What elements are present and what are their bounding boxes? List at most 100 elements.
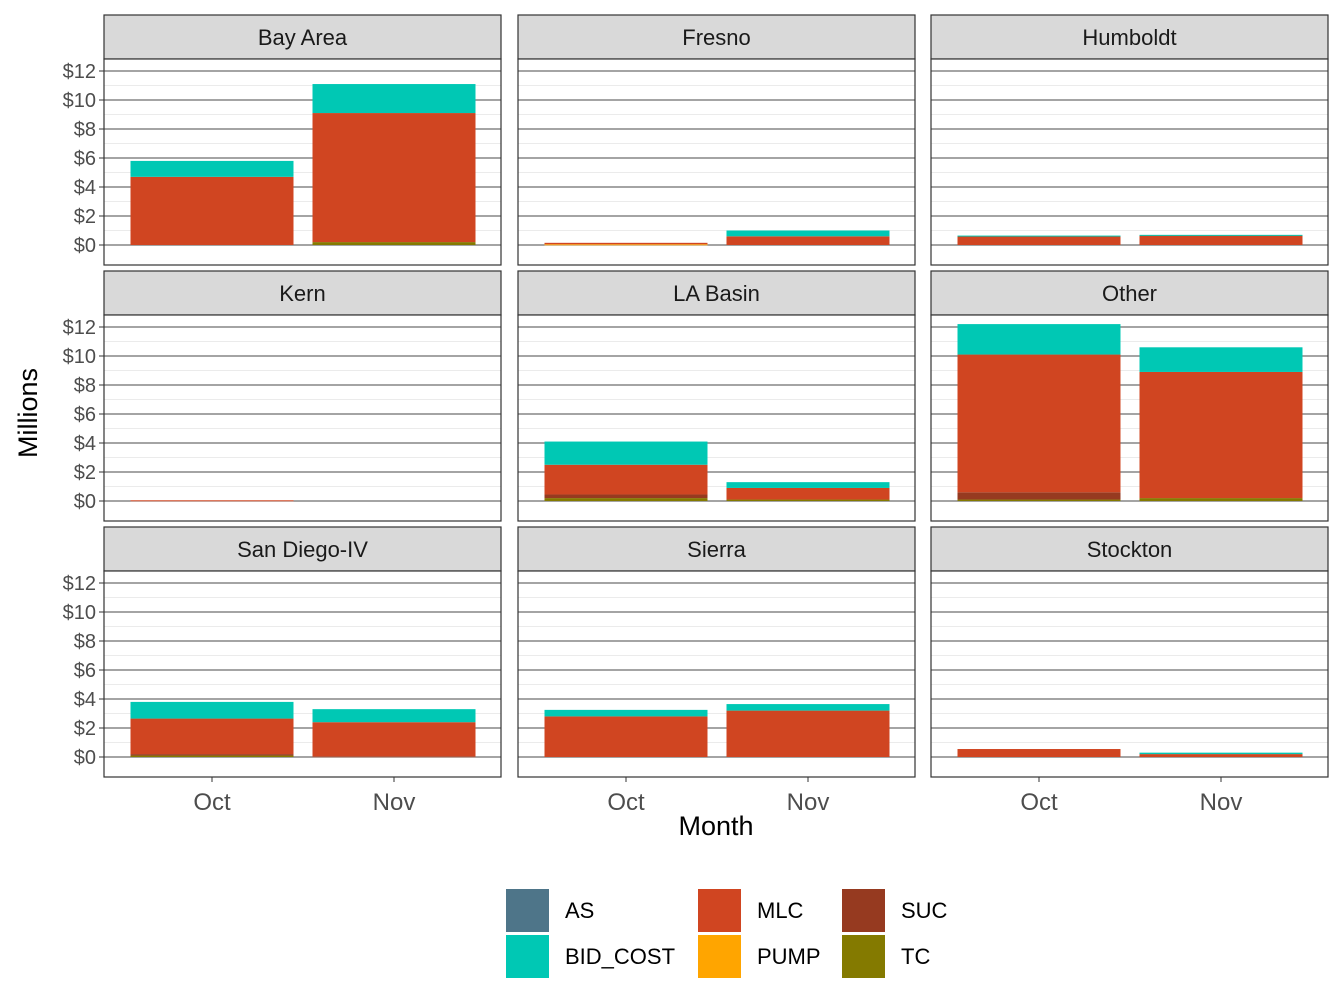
facet-humboldt: Humboldt (930, 14, 1329, 266)
x-tick-label: Oct (1020, 789, 1058, 816)
strip-sierra (517, 526, 916, 572)
y-tick-label: $0 (74, 491, 96, 513)
panel-background (104, 315, 501, 521)
legend-label-tc: TC (901, 944, 930, 969)
y-tick-label: $12 (63, 573, 96, 595)
bar-la-basin-oct-tc (544, 498, 708, 501)
panel-border (517, 570, 916, 778)
strip-label-other: Other (1102, 281, 1157, 306)
y-tick-label: $2 (74, 462, 96, 484)
strip-humboldt (930, 14, 1329, 60)
facet-san-diego-iv: San Diego-IV $0 $2 $4 $6 $8 $10 $12 Oct Nov (63, 526, 502, 816)
y-tick-label: $12 (63, 61, 96, 83)
bar-humboldt-oct-bid-cost (957, 235, 1121, 237)
legend-key-tc (842, 935, 885, 978)
facet-la-basin: LA Basin (517, 270, 916, 522)
bar-fresno-oct-pump (544, 244, 708, 246)
legend-key-suc (842, 889, 885, 932)
y-tick-label: $0 (74, 235, 96, 257)
x-tick-label: Nov (787, 789, 830, 816)
bar-sierra-nov-bid-cost (726, 704, 890, 711)
bar-la-basin-nov-mlc (726, 487, 890, 500)
bar-la-basin-nov-bid-cost (726, 482, 890, 488)
bar-sierra-oct-bid-cost (544, 709, 708, 717)
bar-other-nov-tc (1139, 498, 1303, 501)
bar-kern-oct-mlc (130, 500, 294, 502)
facet-fresno: Fresno (517, 14, 916, 266)
y-tick-label: $8 (74, 631, 96, 653)
x-axis-title: Month (678, 811, 753, 841)
y-tick-label: $4 (74, 177, 96, 199)
legend-label-as: AS (565, 898, 594, 923)
legend-item-suc: SUC (842, 889, 948, 932)
y-tick-label: $10 (63, 602, 96, 624)
strip-label-bay-area: Bay Area (258, 25, 348, 50)
legend-label-suc: SUC (901, 898, 948, 923)
panel-border (517, 314, 916, 522)
y-tick-label: $8 (74, 375, 96, 397)
legend-item-as: AS (506, 889, 594, 932)
bar-other-oct-tc (957, 499, 1121, 501)
strip-label-sierra: Sierra (687, 537, 746, 562)
panel-border (930, 570, 1329, 778)
panel-border (103, 570, 502, 778)
legend-key-bid-cost (506, 935, 549, 978)
y-tick-label: $10 (63, 346, 96, 368)
y-tick-label: $6 (74, 148, 96, 170)
strip-label-stockton: Stockton (1087, 537, 1173, 562)
strip-la-basin (517, 270, 916, 316)
strip-label-humboldt: Humboldt (1082, 25, 1176, 50)
bar-stockton-nov-bid-cost (1139, 752, 1303, 755)
legend-key-as (506, 889, 549, 932)
x-tick-label: Nov (373, 789, 416, 816)
facet-panels: Bay Area $0 $2 $4 $6 $8 $10 $12 Fresno Humboldt Ke… (63, 14, 1329, 816)
bar-stockton-nov-mlc (1139, 754, 1303, 757)
panel-border (103, 314, 502, 522)
facet-sierra: Sierra Oct Nov (517, 526, 916, 816)
bar-other-nov-bid-cost (1139, 347, 1303, 372)
bar-san-diego-iv-nov-suc (312, 756, 476, 758)
bar-stockton-oct-mlc (957, 749, 1121, 757)
strip-fresno (517, 14, 916, 60)
y-axis-title: Millions (13, 368, 43, 458)
y-tick-label: $2 (74, 718, 96, 740)
bar-fresno-oct-mlc (544, 242, 708, 245)
legend: AS BID_COST MLC PUMP SUC TC (506, 889, 948, 978)
bar-bay-area-nov-tc (312, 242, 476, 245)
bar-san-diego-iv-nov-bid-cost (312, 709, 476, 723)
panel-background (931, 59, 1328, 265)
legend-label-mlc: MLC (757, 898, 804, 923)
legend-item-mlc: MLC (698, 889, 804, 932)
strip-label-kern: Kern (279, 281, 325, 306)
legend-item-tc: TC (842, 935, 930, 978)
facet-other: Other (930, 270, 1329, 522)
bar-la-basin-nov-tc (726, 499, 890, 501)
y-tick-label: $8 (74, 119, 96, 141)
strip-label-la-basin: LA Basin (673, 281, 760, 306)
bar-san-diego-iv-oct-mlc (130, 718, 294, 755)
x-tick-label: Oct (193, 789, 231, 816)
bar-other-oct-bid-cost (957, 324, 1121, 355)
bar-humboldt-oct-mlc (957, 236, 1121, 245)
bar-la-basin-oct-suc (544, 494, 708, 499)
y-tick-label: $12 (63, 317, 96, 339)
panel-border (930, 58, 1329, 266)
y-tick-label: $4 (74, 433, 96, 455)
bar-bay-area-oct-mlc (130, 176, 294, 245)
bar-other-oct-suc (957, 492, 1121, 500)
legend-key-pump (698, 935, 741, 978)
bar-sierra-nov-mlc (726, 710, 890, 757)
strip-stockton (930, 526, 1329, 572)
y-tick-label: $2 (74, 206, 96, 228)
bar-la-basin-oct-bid-cost (544, 441, 708, 465)
y-tick-label: $6 (74, 660, 96, 682)
bar-fresno-nov-bid-cost (726, 230, 890, 237)
strip-bay-area (103, 14, 502, 60)
bar-humboldt-nov-bid-cost (1139, 234, 1303, 236)
bar-san-diego-iv-oct-bid-cost (130, 701, 294, 719)
panel-border (517, 58, 916, 266)
panel-background (931, 571, 1328, 777)
bar-bay-area-nov-mlc (312, 113, 476, 243)
bar-san-diego-iv-oct-tc (130, 755, 294, 757)
